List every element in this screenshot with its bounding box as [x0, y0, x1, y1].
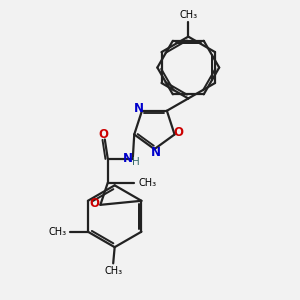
Text: CH₃: CH₃	[104, 266, 122, 276]
Text: CH₃: CH₃	[49, 227, 67, 237]
Text: O: O	[89, 197, 99, 210]
Text: O: O	[98, 128, 108, 141]
Text: CH₃: CH₃	[138, 178, 156, 188]
Text: N: N	[151, 146, 161, 159]
Text: N: N	[134, 102, 143, 115]
Text: H: H	[132, 157, 140, 166]
Text: N: N	[122, 152, 133, 165]
Text: O: O	[173, 127, 183, 140]
Text: CH₃: CH₃	[179, 10, 197, 20]
